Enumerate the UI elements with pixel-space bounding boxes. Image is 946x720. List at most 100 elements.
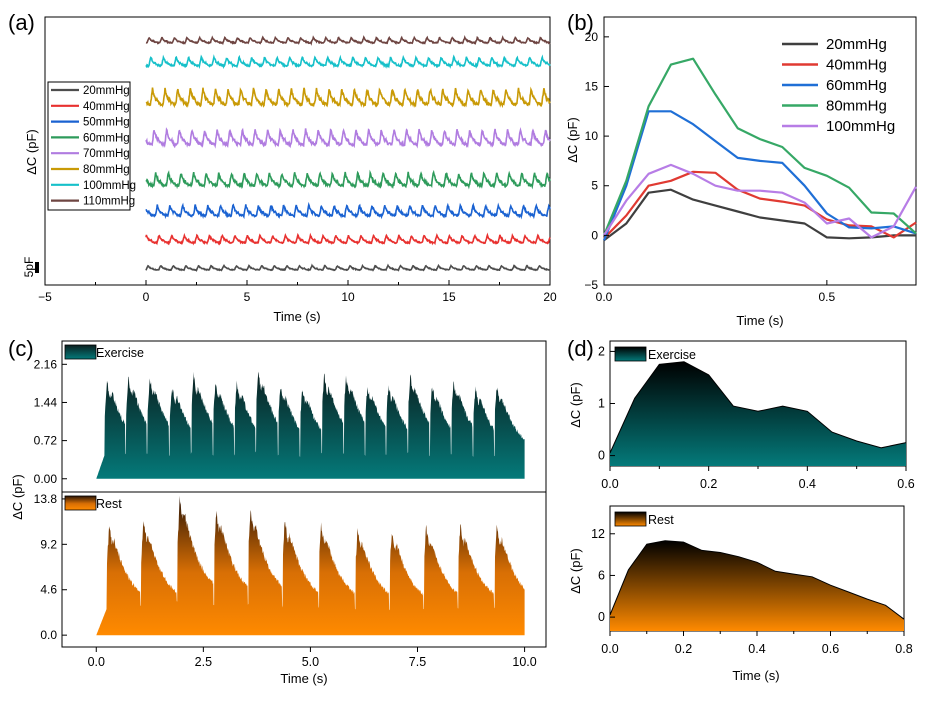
scale-bar: 5pF [22, 257, 39, 277]
y-tick-label: 0.00 [34, 472, 58, 486]
panel-b-x-ticks: 0.0 0.5 [596, 280, 836, 304]
legend-label: 60mmHg [83, 132, 130, 144]
legend-label: 80mmHg [826, 98, 887, 115]
series-line-40mmHg [145, 232, 551, 246]
panel-b-ylabel: ΔC (pF) [565, 117, 580, 163]
x-tick-label: 15 [442, 290, 456, 304]
legend-label: 100mmHg [83, 180, 136, 192]
series-line-20mmHg [145, 263, 551, 273]
y-tick-label: 0.0 [40, 628, 57, 642]
panel-a-chart: −5 0 5 10 15 20 Time (s) ΔC (pF) 5pF 20mmHg 40… [22, 16, 557, 324]
legend-label: 110mmHg [83, 196, 135, 208]
legend-label: Rest [648, 513, 674, 527]
series-line-100mmHg [603, 163, 917, 239]
panel-a-x-ticks: −5 0 5 10 15 20 [38, 280, 557, 304]
legend-label: Rest [96, 497, 122, 511]
panel-c-ylabel: ΔC (pF) [10, 474, 25, 520]
area-outline [609, 361, 907, 454]
y-tick-label: 0.72 [34, 434, 58, 448]
x-tick-label: 0.6 [897, 477, 914, 491]
x-tick-label: 0.6 [822, 642, 839, 656]
panel-c-label: (c) [8, 336, 34, 361]
series-line-60mmHg [602, 110, 917, 241]
x-tick-label: 5 [244, 290, 251, 304]
series-line-80mmHg [145, 86, 551, 109]
panel-d-label: (d) [567, 336, 594, 361]
y-tick-label: 2.16 [34, 357, 58, 371]
area-Exercise [96, 371, 525, 479]
x-tick-label: −5 [38, 290, 52, 304]
legend-label: Exercise [648, 348, 696, 362]
x-tick-label: 0.4 [799, 477, 816, 491]
y-tick-label: 4.6 [40, 583, 57, 597]
panel-c-rest-plot: 0.0 4.6 9.2 13.8 Rest [34, 492, 525, 642]
legend-swatch [64, 344, 97, 360]
y-tick-label: 15 [585, 79, 599, 93]
panel-d-exercise-plot: 0 1 2 0.0 0.2 0.4 0.6 Exercise [598, 344, 915, 491]
area-Rest [610, 540, 904, 631]
panel-a-xlabel: Time (s) [273, 309, 320, 324]
y-tick-label: 10 [585, 129, 599, 143]
y-tick-label: 0 [598, 610, 605, 624]
x-tick-label: 10 [341, 290, 355, 304]
y-tick-label: 13.8 [34, 492, 58, 506]
legend-label: 20mmHg [826, 36, 887, 53]
y-tick-label: 6 [598, 568, 605, 582]
panel-c-exercise-plot: 0.00 0.72 1.44 2.16 Exercise [34, 344, 525, 486]
legend-label: 40mmHg [83, 101, 130, 113]
x-tick-label: 0.0 [88, 655, 105, 669]
series-line-60mmHg [145, 169, 551, 190]
panel-a-label: (a) [8, 10, 35, 35]
x-tick-label: 20 [543, 290, 557, 304]
legend-swatch [614, 511, 647, 527]
panel-b-lines [602, 57, 917, 242]
x-tick-label: 0.8 [895, 642, 912, 656]
panel-d-xlabel: Time (s) [732, 668, 779, 683]
panel-a-legend-box [47, 81, 131, 211]
legend-label: 70mmHg [83, 148, 130, 160]
panel-b-y-ticks: −5 0 5 10 15 20 [584, 30, 609, 292]
panel-a-ylabel: ΔC (pF) [24, 129, 39, 175]
panel-d-rest-plot: 0 6 12 0.0 0.2 0.4 0.6 0.8 Rest [591, 511, 913, 656]
legend-label: 20mmHg [83, 85, 130, 97]
scale-bar-mark [35, 262, 39, 273]
panel-a-traces [145, 35, 551, 273]
panel-b-legend: 20mmHg 40mmHg 60mmHg 80mmHg 100mmHg [782, 36, 895, 135]
y-tick-label: 20 [585, 30, 599, 44]
y-tick-label: 0 [598, 449, 605, 463]
x-tick-label: 0 [143, 290, 150, 304]
series-line-110mmHg [145, 35, 551, 46]
y-tick-label: 12 [591, 527, 605, 541]
y-tick-label: 2 [598, 344, 605, 358]
y-tick-label: 0 [591, 228, 598, 242]
series-line-20mmHg [603, 188, 916, 242]
x-tick-label: 0.2 [700, 477, 717, 491]
legend-label: Exercise [96, 346, 144, 360]
panel-c-chart: 0.00 0.72 1.44 2.16 Exercise 0.0 4.6 9.2 13.8 Re… [10, 340, 547, 686]
area-Rest [96, 495, 525, 636]
x-tick-label: 0.2 [675, 642, 692, 656]
series-line-70mmHg [145, 127, 551, 149]
panel-b-xlabel: Time (s) [736, 313, 783, 328]
legend-label: 40mmHg [826, 57, 887, 74]
area-outline [609, 540, 905, 620]
panel-b-chart: −5 0 5 10 15 20 0.0 0.5 20mmHg 40mmHg 60mmHg 80mm… [565, 16, 917, 328]
y-tick-label: 1.44 [34, 395, 58, 409]
series-line-40mmHg [603, 170, 917, 240]
series-line-80mmHg [602, 57, 917, 236]
area-Exercise [610, 361, 906, 466]
legend-label: 80mmHg [83, 164, 130, 176]
legend-label: 50mmHg [83, 117, 130, 129]
panel-b-frame [603, 16, 917, 286]
legend-label: 100mmHg [826, 118, 895, 135]
legend-label: 60mmHg [826, 77, 887, 94]
x-tick-label: 0.0 [596, 290, 613, 304]
series-line-100mmHg [145, 54, 551, 70]
x-tick-label: 7.5 [409, 655, 426, 669]
x-tick-label: 10.0 [512, 655, 536, 669]
panel-a-legend: 20mmHg 40mmHg 50mmHg 60mmHg 70mmHg 80mmHg 100m… [47, 81, 136, 211]
legend-swatch [614, 346, 647, 362]
panel-d-bottom-ylabel: ΔC (pF) [568, 548, 583, 594]
